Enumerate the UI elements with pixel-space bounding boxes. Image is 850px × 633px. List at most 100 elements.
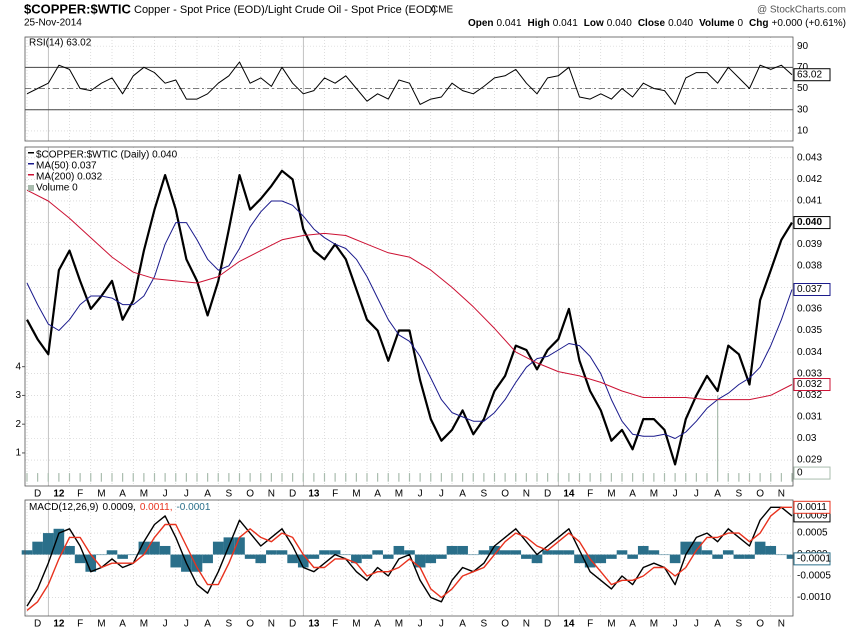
bar — [478, 550, 490, 555]
bar — [292, 473, 294, 482]
bar — [234, 537, 245, 555]
bar — [547, 473, 549, 482]
y-tick-label: 0.041 — [797, 196, 822, 207]
bar — [786, 554, 798, 559]
bar — [21, 550, 33, 555]
bar — [765, 545, 777, 555]
x-tick-label: M — [97, 619, 105, 630]
bar — [334, 473, 336, 482]
x-tick-label: A — [204, 489, 211, 500]
bar — [164, 473, 166, 482]
bar — [563, 550, 575, 555]
bar — [754, 541, 766, 555]
x-tick-label: A — [374, 619, 381, 630]
x-tick-label: J — [439, 619, 444, 630]
x-tick-label: M — [352, 489, 360, 500]
bar — [351, 554, 362, 564]
x-tick-label: D — [289, 489, 296, 500]
bar — [238, 473, 241, 482]
bar — [552, 550, 564, 555]
last-value-box — [793, 216, 831, 230]
bar — [58, 473, 60, 482]
series-line — [26, 169, 793, 466]
bar — [217, 473, 219, 482]
bar — [366, 473, 368, 482]
legend-value: 0.0009, — [102, 502, 135, 513]
legend-label: MA(200) 0.032 — [36, 172, 103, 183]
y-tick-label: 0.035 — [797, 325, 822, 336]
legend-value: 0.0011, — [140, 502, 173, 513]
legend-label: MA(50) 0.037 — [36, 161, 97, 172]
bar — [159, 545, 171, 555]
x-tick-label: N — [523, 489, 530, 500]
series-line — [26, 61, 793, 105]
bar — [382, 554, 394, 559]
quote-value: 0.040 — [607, 18, 632, 29]
legend-swatch — [28, 152, 34, 154]
bar — [744, 554, 755, 559]
x-tick-label: M — [140, 619, 148, 630]
bar — [313, 473, 315, 482]
bar — [308, 554, 320, 559]
panel-legend: RSI(14) 63.02 — [29, 38, 92, 49]
x-tick-label: O — [501, 489, 509, 500]
x-tick-label: A — [629, 489, 636, 500]
bar — [653, 473, 655, 482]
bar — [393, 545, 405, 555]
x-tick-label: F — [587, 489, 593, 500]
quote-line: Open 0.041 High 0.041 Low 0.040 Close 0.040 Volu… — [468, 18, 846, 29]
bar — [266, 550, 277, 555]
bar — [451, 473, 453, 482]
bar — [717, 395, 719, 482]
quote-value: +0.000 (+0.61%) — [772, 18, 847, 29]
bar — [170, 554, 182, 568]
bar — [440, 473, 442, 482]
legend-swatch — [28, 163, 34, 165]
bar — [90, 473, 92, 482]
y-tick-label: 0.043 — [797, 152, 822, 163]
x-tick-label: J — [673, 489, 678, 500]
bar — [297, 554, 309, 568]
bar — [68, 473, 71, 482]
bar — [244, 554, 256, 559]
x-tick-label: J — [694, 619, 699, 630]
bar — [74, 554, 86, 564]
bar — [695, 473, 697, 482]
x-tick-label: S — [226, 619, 233, 630]
bar — [47, 473, 49, 482]
x-tick-label: M — [395, 619, 403, 630]
x-tick-label: A — [119, 619, 126, 630]
bar — [669, 554, 681, 564]
symbol: $COPPER:$WTIC — [24, 1, 132, 16]
y-tick-label: 0.0005 — [797, 528, 828, 539]
x-tick-label: N — [778, 489, 785, 500]
y-tick-label: 30 — [797, 104, 809, 115]
x-tick-label: O — [756, 489, 764, 500]
bar — [659, 554, 670, 556]
y-tick-label: 0.039 — [797, 239, 822, 250]
bar — [632, 473, 634, 482]
y-tick-label: 0.029 — [797, 455, 822, 466]
bar — [606, 554, 617, 559]
bar — [32, 541, 43, 555]
x-tick-label: N — [523, 619, 530, 630]
bar — [372, 550, 383, 555]
bar — [722, 550, 734, 555]
x-tick-label: O — [246, 489, 254, 500]
x-tick-label: D — [544, 489, 551, 500]
x-tick-label: J — [694, 489, 699, 500]
bar — [610, 473, 612, 482]
bar — [196, 473, 198, 482]
x-tick-label: D — [544, 619, 551, 630]
panel: D 12 F M A M J J A S O N D 13 F M A M J J A S O N D 14 F M A M J J A S O N0… — [15, 146, 831, 500]
panel: 10 30 50 70 90 63.02 RSI(14) 63.02 — [24, 36, 831, 142]
last-value-label: 0.037 — [797, 284, 822, 295]
x-tick-label: S — [736, 619, 743, 630]
bar — [64, 545, 75, 555]
bar — [255, 554, 267, 564]
bar — [446, 545, 458, 555]
bar — [457, 545, 468, 555]
last-value-label: 0.032 — [797, 379, 822, 390]
bar — [770, 473, 772, 482]
panel: D 12 F M A M J J A S O N D 13 F M A M J J A S O N D 14 F M A M J J A S O N0… — [21, 499, 831, 630]
